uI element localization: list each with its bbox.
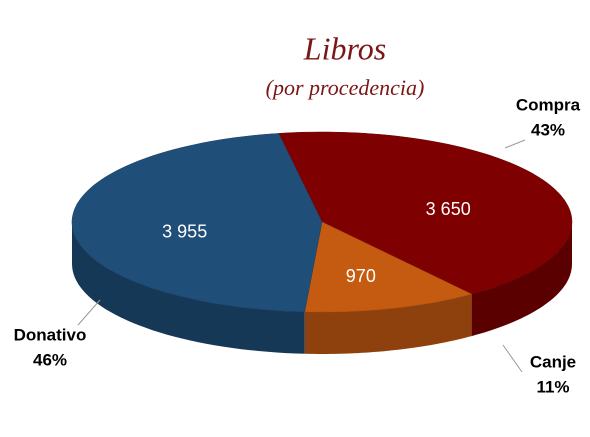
value-label: 3 955: [162, 221, 207, 241]
pie: 3 650 970 3 955: [71, 131, 573, 354]
slice: [278, 131, 573, 295]
slice-side: [304, 294, 472, 354]
category-label: Donativo: [14, 325, 87, 344]
chart-subtitle: (por procedencia): [266, 75, 425, 100]
percent-label: 11%: [536, 377, 569, 396]
chart-title: Libros: [303, 30, 386, 66]
category-label: Compra: [516, 95, 581, 114]
percent-label: 43%: [531, 120, 565, 139]
category-label: Canje: [530, 352, 576, 371]
leader-line: [504, 139, 526, 149]
value-label: 3 650: [426, 199, 471, 219]
slice: [304, 221, 473, 313]
slice-side: [471, 222, 572, 337]
value-label: 970: [346, 266, 376, 286]
leader-line: [502, 344, 523, 373]
leader-line: [77, 299, 101, 326]
slice: [71, 133, 323, 313]
slice-side: [72, 222, 305, 354]
percent-label: 46%: [33, 350, 67, 369]
